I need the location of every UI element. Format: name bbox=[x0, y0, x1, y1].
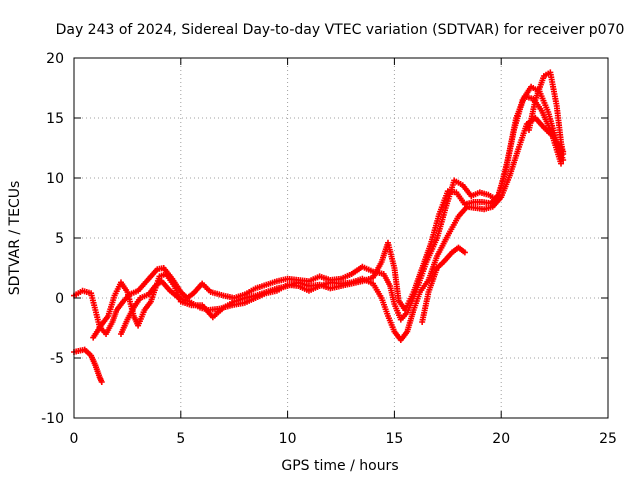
x-tick-label: 10 bbox=[279, 431, 297, 447]
y-axis-label: SDTVAR / TECUs bbox=[7, 181, 23, 296]
series-track-d bbox=[117, 115, 565, 343]
x-tick-label: 15 bbox=[385, 431, 403, 447]
y-tick-label: 0 bbox=[55, 291, 64, 307]
x-tick-label: 25 bbox=[599, 431, 617, 447]
grid-lines bbox=[74, 58, 608, 418]
series-track-c bbox=[90, 93, 567, 341]
y-tick-label: 5 bbox=[55, 231, 64, 247]
x-tick-label: 5 bbox=[176, 431, 185, 447]
data-points bbox=[71, 69, 567, 385]
x-tick-label: 20 bbox=[492, 431, 510, 447]
x-axis-ticks: 0 5 10 15 20 25 bbox=[70, 58, 617, 447]
y-tick-label: -5 bbox=[50, 351, 64, 367]
data-point bbox=[461, 249, 468, 256]
y-tick-label: 15 bbox=[46, 111, 64, 127]
x-tick-label: 0 bbox=[70, 431, 79, 447]
data-point bbox=[558, 160, 565, 167]
series-track-f bbox=[525, 69, 567, 157]
y-axis-ticks: -10 -5 0 5 10 15 20 bbox=[41, 51, 608, 427]
y-tick-label: -10 bbox=[41, 411, 64, 427]
data-point bbox=[98, 379, 105, 385]
y-tick-label: 10 bbox=[46, 171, 64, 187]
y-tick-label: 20 bbox=[46, 51, 64, 67]
chart-title: Day 243 of 2024, Sidereal Day-to-day VTE… bbox=[56, 22, 625, 38]
x-axis-label: GPS time / hours bbox=[281, 458, 398, 474]
series-track-e bbox=[419, 244, 468, 325]
series-track-a bbox=[71, 346, 105, 385]
data-point bbox=[560, 151, 567, 157]
